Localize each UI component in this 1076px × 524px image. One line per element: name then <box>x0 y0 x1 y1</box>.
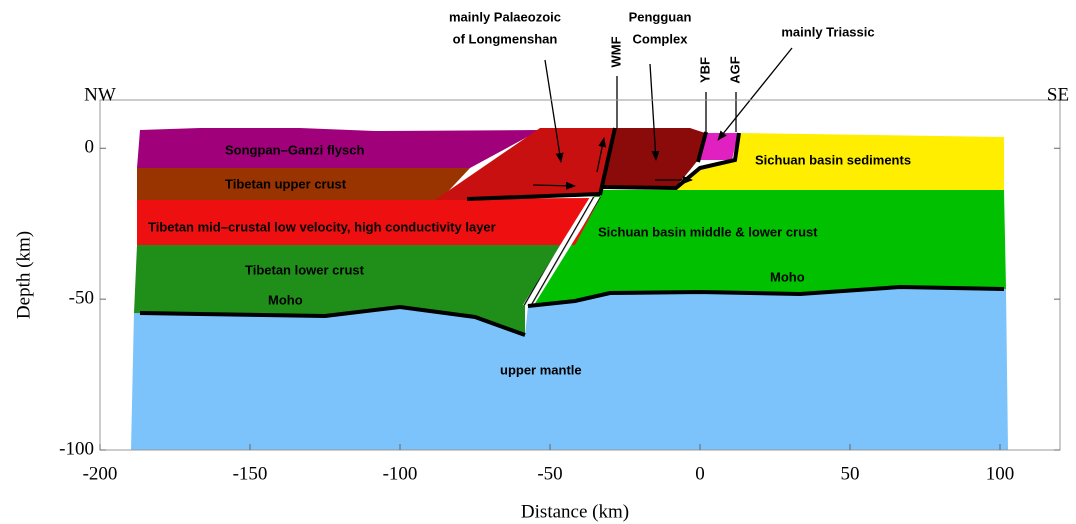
annotation: Pengguan <box>629 9 692 24</box>
x-tick-label: -100 <box>383 463 418 484</box>
layer-label: upper mantle <box>500 362 582 377</box>
annotation: Complex <box>633 31 689 46</box>
fault-label: YBF <box>697 57 712 83</box>
layer-label: Tibetan upper crust <box>225 176 347 191</box>
x-tick-label: 0 <box>695 463 705 484</box>
cross-section: -200 -150 -100 -50 0 50 100 0 -50 -100 Distance (… <box>0 0 1076 524</box>
y-tick-label: -100 <box>59 438 94 459</box>
page: {"axes": {"xlim": [-200, 120], "ylim": [… <box>0 0 1076 524</box>
annotation: mainly Palaeozoic <box>449 9 561 24</box>
x-tick-label: -50 <box>537 463 562 484</box>
layer-label: Sichuan basin middle & lower crust <box>598 224 818 239</box>
layer-label: Tibetan lower crust <box>245 262 365 277</box>
layer-label: Tibetan mid–crustal low velocity, high c… <box>148 219 496 234</box>
layer-label: Moho <box>770 269 805 284</box>
annotation: mainly Triassic <box>781 24 874 39</box>
y-tick-label: -50 <box>69 287 94 308</box>
x-tick-label: 100 <box>986 463 1015 484</box>
x-tick-label: 50 <box>841 463 860 484</box>
x-axis-label: Distance (km) <box>521 501 629 522</box>
y-tick-label: 0 <box>85 137 95 158</box>
layer-label: Songpan–Ganzi flysch <box>225 142 364 157</box>
annotation: of Longmenshan <box>453 31 558 46</box>
direction: SE <box>1047 84 1069 105</box>
fault-label: AGF <box>727 56 742 84</box>
direction: NW <box>84 84 116 105</box>
layer-label: Moho <box>268 292 303 307</box>
layer-label: Sichuan basin sediments <box>755 152 911 167</box>
x-tick-label: -150 <box>233 463 268 484</box>
fault-label: WMF <box>608 36 623 67</box>
y-axis-label: Depth (km) <box>13 231 34 319</box>
x-tick-label: -200 <box>83 463 118 484</box>
